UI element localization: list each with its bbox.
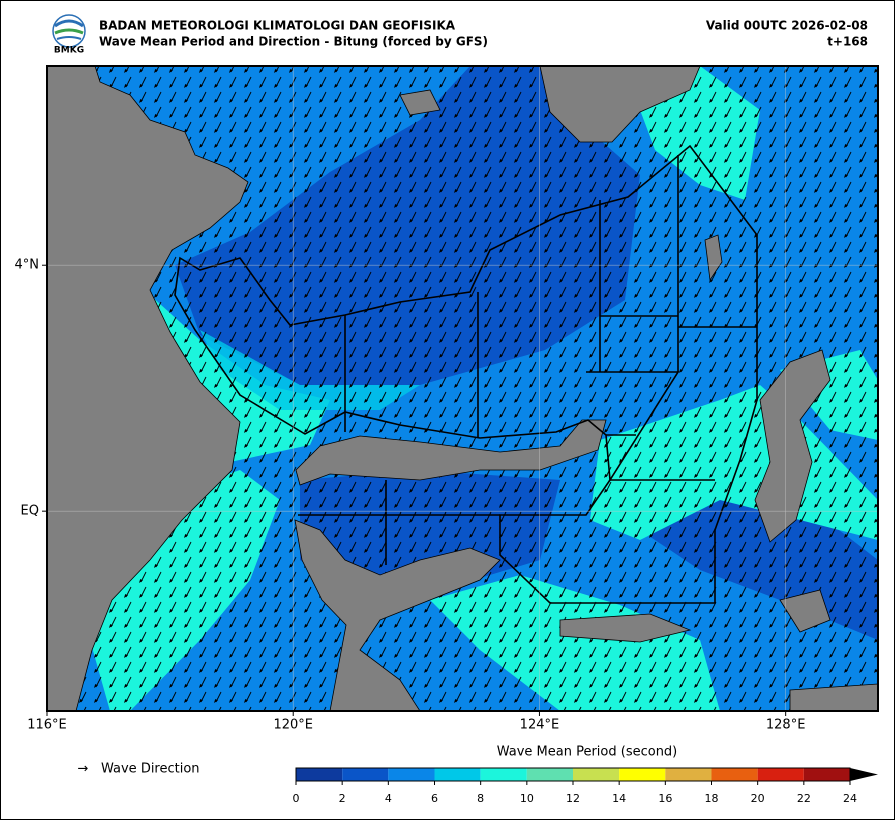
- colorbar-segment: [342, 768, 389, 781]
- colorbar-tick-label: 24: [843, 792, 857, 805]
- y-tick-label: EQ: [21, 504, 39, 519]
- colorbar-tick-label: 8: [477, 792, 484, 805]
- logo: BMKG: [52, 14, 86, 56]
- colorbar: 0 2 4 6 8 10 12 14 16 18 20 22 24: [293, 767, 878, 805]
- valid-time: Valid 00UTC 2026-02-08: [706, 19, 868, 33]
- land: [399, 89, 441, 116]
- colorbar-tick-label: 10: [520, 792, 534, 805]
- boundary: [174, 144, 758, 604]
- colorbar-extension: [850, 768, 878, 781]
- colorbar-segment: [526, 768, 573, 781]
- colorbar-tick-label: 22: [797, 792, 811, 805]
- colorbar-tick-label: 6: [431, 792, 438, 805]
- colorbar-segment: [711, 768, 758, 781]
- logo-text: BMKG: [54, 46, 84, 56]
- colorbar-segment: [388, 768, 435, 781]
- colorbar-tick-label: 2: [339, 792, 346, 805]
- land: [754, 349, 831, 543]
- land: [539, 66, 701, 143]
- legend-label: Wave Direction: [101, 762, 200, 777]
- colorbar-tick-label: 4: [385, 792, 392, 805]
- agency: BADAN METEOROLOGI KLIMATOLOGI DAN GEOFIS…: [99, 19, 456, 33]
- map: [47, 66, 878, 711]
- axes: 116°E 120°E 124°E 128°E 4°N EQ: [15, 258, 806, 733]
- colorbar-segment: [480, 768, 527, 781]
- grid: [46, 66, 878, 711]
- map-border: [46, 65, 879, 712]
- x-tick-label: 116°E: [27, 718, 67, 733]
- colorbar-segment: [619, 768, 666, 781]
- legend-symbol: →: [78, 762, 89, 777]
- colorbar-segment: [434, 768, 481, 781]
- colorbar-tick-label: 12: [566, 792, 580, 805]
- colorbar-segment: [803, 768, 850, 781]
- boundary: [298, 155, 757, 565]
- land: [294, 519, 501, 711]
- colorbar-tick-label: 20: [751, 792, 765, 805]
- colorbar-segment: [665, 768, 712, 781]
- colorbar-segment: [757, 768, 804, 781]
- lead-time: t+168: [827, 35, 868, 49]
- land: [789, 683, 878, 711]
- colorbar-tick-label: 16: [658, 792, 672, 805]
- land: [47, 66, 249, 711]
- colorbar-segment: [296, 768, 343, 781]
- colorbar-tick-label: 0: [293, 792, 300, 805]
- colorbar-title: Wave Mean Period (second): [497, 745, 678, 760]
- x-tick-label: 120°E: [273, 718, 313, 733]
- colorbar-tick-label: 14: [612, 792, 626, 805]
- colorbar-tick-label: 18: [705, 792, 719, 805]
- colorbar-segment: [573, 768, 620, 781]
- land: [779, 589, 831, 633]
- x-tick-label: 124°E: [520, 718, 560, 733]
- x-tick-label: 128°E: [766, 718, 806, 733]
- land: [704, 234, 723, 282]
- land: [295, 419, 607, 486]
- land: [559, 613, 692, 643]
- subtitle: Wave Mean Period and Direction - Bitung …: [99, 35, 488, 49]
- y-tick-label: 4°N: [15, 258, 40, 273]
